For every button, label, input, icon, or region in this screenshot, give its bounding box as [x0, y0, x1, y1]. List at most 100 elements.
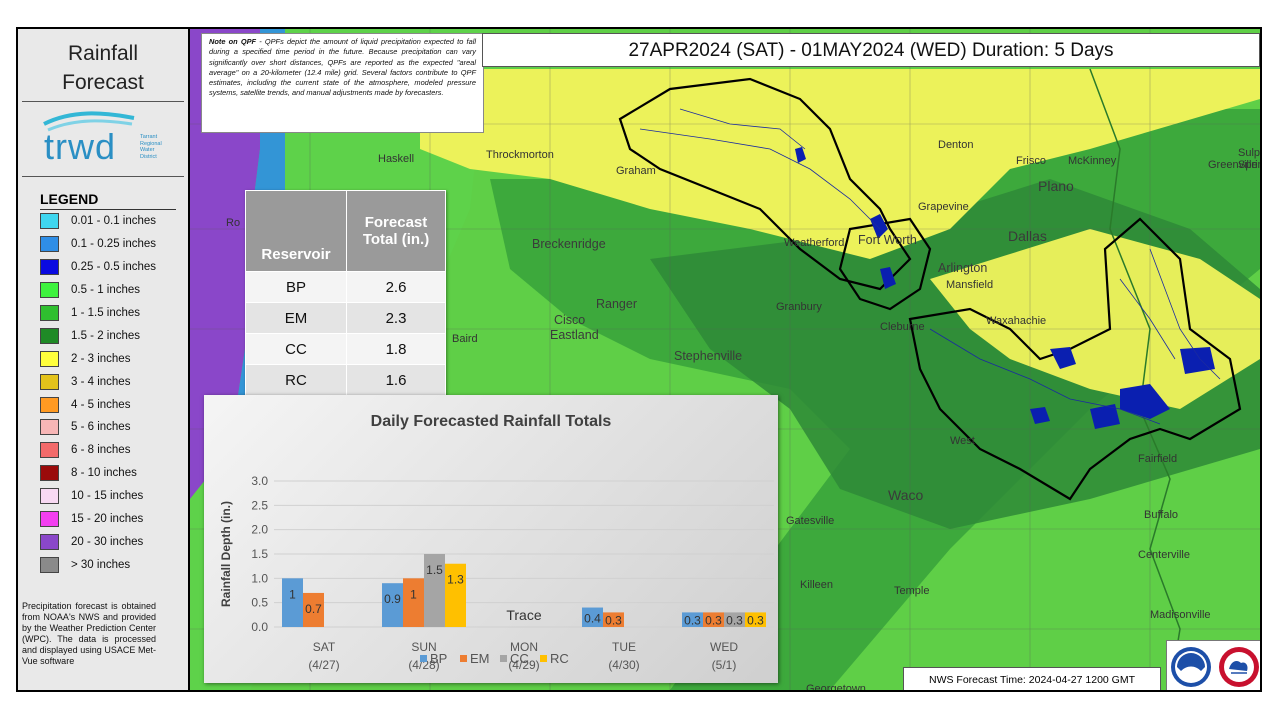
table-row: RC 1.6 [245, 364, 446, 396]
legend-item: 4 - 5 inches [40, 393, 188, 416]
y-axis-label: Rainfall Depth (in.) [219, 501, 233, 607]
logo-small-1: Tarrant [140, 134, 158, 140]
city-label: Ranger [596, 297, 637, 311]
y-tick-label: 3.0 [251, 474, 268, 488]
city-label: Haskell [378, 153, 415, 165]
city-label: Graham [616, 165, 656, 177]
col-reservoir: Reservoir [245, 190, 347, 272]
legend-item: 10 - 15 inches [40, 485, 188, 508]
city-label: Georgetown [806, 683, 866, 692]
data-label: 0.4 [584, 611, 601, 625]
city-label: Cisco [554, 313, 586, 327]
legend-label: EM [470, 651, 490, 666]
y-tick-label: 1.0 [251, 571, 268, 585]
city-label: Eastland [550, 328, 599, 342]
legend-swatch [40, 556, 59, 573]
legend-item: 1.5 - 2 inches [40, 324, 188, 347]
reservoir-total: 1.6 [346, 364, 446, 396]
city-label: Arlington [938, 261, 988, 275]
legend-item: 0.25 - 0.5 inches [40, 256, 188, 279]
legend-label: 15 - 20 inches [71, 513, 144, 526]
city-label: Waco [888, 487, 924, 503]
legend-swatch [40, 305, 59, 321]
city-label: Denton [938, 139, 974, 151]
bar-em [603, 612, 624, 627]
x-tick-label: (4/30) [608, 658, 639, 672]
bar-bp [282, 578, 303, 627]
legend-item: 0.5 - 1 inches [40, 279, 188, 302]
y-tick-label: 2.5 [251, 498, 268, 512]
city-label: Frisco [1016, 155, 1046, 167]
legend-label: 0.01 - 0.1 inches [71, 215, 157, 228]
title-line-2: Forecast [62, 71, 144, 94]
legend-item: > 30 inches [40, 553, 188, 576]
logo-small-3: Water [140, 147, 155, 153]
nws-forecast-time: NWS Forecast Time: 2024-04-27 1200 GMT [903, 667, 1161, 690]
legend-swatch [40, 213, 59, 230]
y-tick-label: 0.0 [251, 620, 268, 634]
bar-rc [745, 612, 766, 627]
agency-logos: NOAA [1166, 640, 1260, 690]
trwd-logo: trwd Tarrant Regional Water District [22, 102, 184, 177]
legend-label: 5 - 6 inches [71, 421, 131, 434]
qpf-note: Note on QPF - QPFs depict the amount of … [201, 33, 484, 133]
chart-title: Daily Forecasted Rainfall Totals [371, 413, 612, 430]
x-tick-label: TUE [612, 640, 636, 654]
city-label: McKinney [1068, 155, 1117, 167]
legend-swatch-bp [420, 655, 427, 662]
map-frame: Haskell Throckmorton Graham Denton Frisc… [16, 27, 1262, 692]
city-label: Baird [452, 333, 478, 345]
x-tick-label: SUN [411, 640, 436, 654]
legend-swatch [40, 442, 59, 459]
city-label: Buffalo [1144, 509, 1179, 521]
city-label: Cleburne [880, 321, 925, 333]
city-label: Granbury [776, 301, 822, 313]
legend-label: 10 - 15 inches [71, 490, 144, 503]
x-tick-label: (5/1) [712, 658, 737, 672]
nws-logo-icon [1219, 647, 1259, 687]
legend-label: 0.5 - 1 inches [71, 284, 141, 297]
legend-swatch [40, 373, 59, 390]
bar-em [703, 612, 724, 627]
legend-item: 6 - 8 inches [40, 439, 188, 462]
city-label: Waxahachie [986, 315, 1047, 327]
data-label: 1 [410, 587, 417, 601]
city-label: Sulphur Springs [1238, 147, 1260, 171]
data-label: 0.3 [705, 614, 722, 628]
col-forecast-line2: Total (in.) [362, 231, 430, 248]
x-tick-label: (4/27) [308, 658, 339, 672]
city-label: Fairfield [1138, 453, 1178, 465]
table-header-row: Reservoir Forecast Total (in.) [245, 190, 446, 272]
city-label: Temple [894, 585, 930, 597]
bar-em [403, 578, 424, 627]
data-label: 0.3 [605, 614, 622, 628]
date-range-header: 27APR2024 (SAT) - 01MAY2024 (WED) Durati… [482, 33, 1260, 67]
reservoir-total: 2.3 [346, 302, 446, 334]
sidebar: Rainfall Forecast trwd Tarrant Regional … [18, 29, 190, 690]
legend-item: 1 - 1.5 inches [40, 302, 188, 325]
legend-label: 4 - 5 inches [71, 398, 131, 411]
legend-item: 5 - 6 inches [40, 416, 188, 439]
x-tick-label: SAT [313, 640, 336, 654]
city-label: Breckenridge [532, 237, 606, 251]
daily-rainfall-chart: Daily Forecasted Rainfall Totals Rainfall… [204, 395, 778, 683]
chart-svg: Daily Forecasted Rainfall Totals Rainfall… [219, 413, 774, 672]
logo-small-2: Regional [140, 140, 162, 147]
legend-item: 15 - 20 inches [40, 508, 188, 531]
logo-text: trwd [44, 126, 117, 167]
city-label: Centerville [1138, 549, 1190, 561]
city-label: Plano [1038, 178, 1074, 194]
legend-swatch [40, 327, 59, 344]
legend-label: 2 - 3 inches [71, 352, 131, 365]
trace-annotation: Trace [506, 607, 541, 623]
qpf-note-lead: Note on QPF [209, 37, 257, 46]
legend-label: 8 - 10 inches [71, 467, 137, 480]
legend-item: 8 - 10 inches [40, 462, 188, 485]
legend-swatch [40, 350, 59, 367]
legend-swatch [40, 465, 59, 482]
city-label: Dallas [1008, 228, 1047, 244]
legend-item: 2 - 3 inches [40, 347, 188, 370]
legend-swatch-rc [540, 655, 547, 662]
col-forecast-line1: Forecast [364, 214, 428, 231]
legend-item: 0.1 - 0.25 inches [40, 233, 188, 256]
